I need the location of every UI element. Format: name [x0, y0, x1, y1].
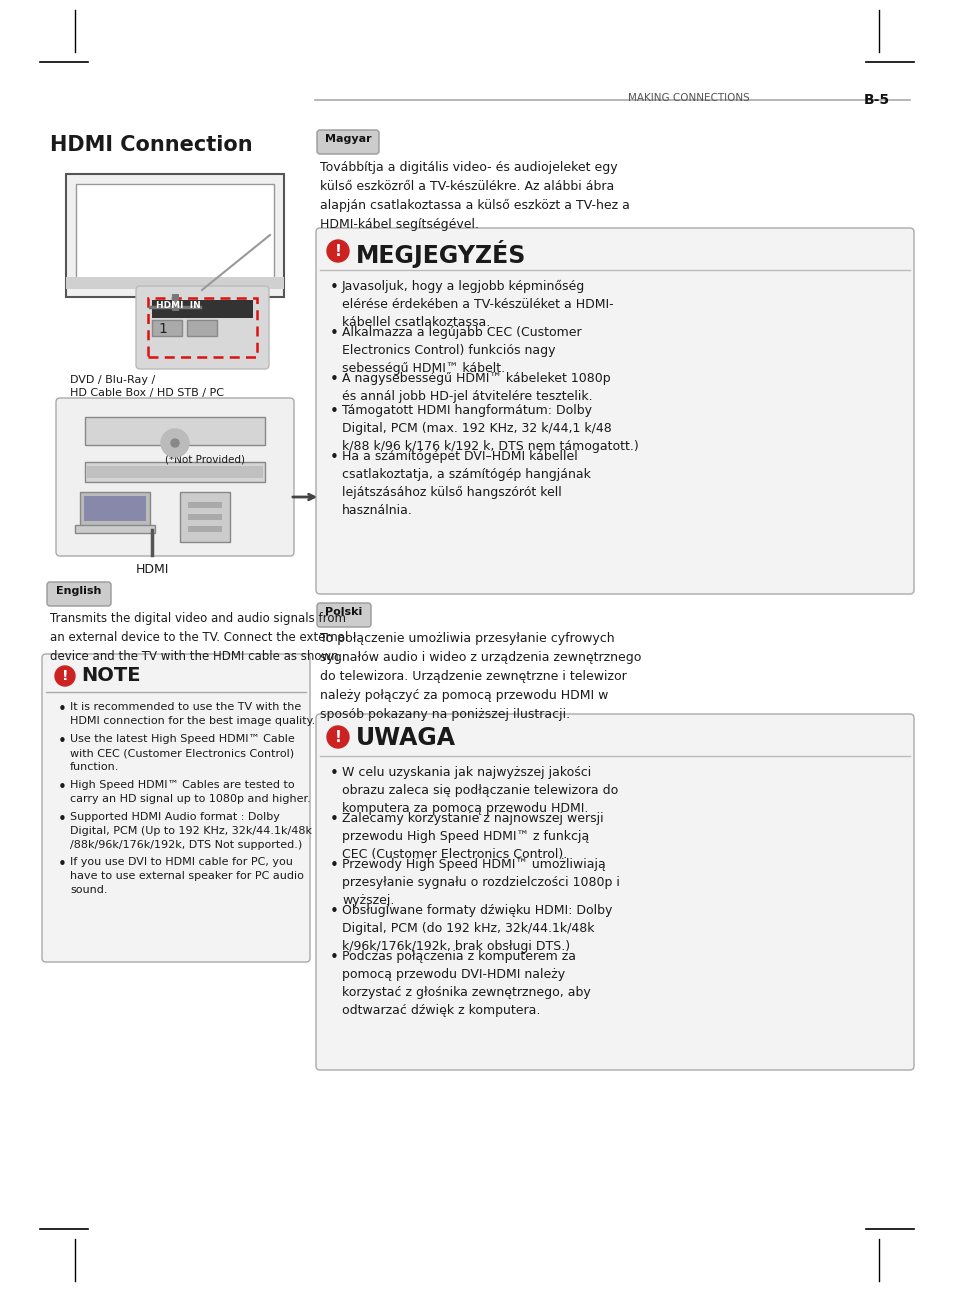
Circle shape [327, 726, 349, 747]
FancyBboxPatch shape [42, 655, 310, 962]
Text: •: • [58, 780, 67, 794]
Bar [84, 496, 146, 522]
Text: •: • [330, 812, 338, 828]
Text: •: • [58, 735, 67, 749]
FancyBboxPatch shape [315, 714, 913, 1070]
Text: 1: 1 [158, 321, 167, 336]
Text: •: • [330, 404, 338, 420]
Bar [188, 502, 222, 507]
Text: •: • [330, 904, 338, 919]
Bar [66, 278, 284, 289]
Circle shape [161, 429, 189, 457]
Text: To połączenie umożliwia przesyłanie cyfrowych
sygnałów audio i wideo z urządzeni: To połączenie umożliwia przesyłanie cyfr… [319, 633, 640, 720]
Text: •: • [330, 451, 338, 465]
Bar [85, 417, 265, 445]
Text: •: • [330, 372, 338, 387]
Bar [317, 485, 339, 507]
Bar [188, 525, 222, 532]
Text: English: English [56, 586, 102, 596]
Bar [75, 525, 154, 533]
Bar [152, 320, 182, 336]
Bar [148, 298, 256, 358]
Text: MEGJEGYZÉS: MEGJEGYZÉS [355, 240, 526, 269]
Text: •: • [58, 812, 67, 826]
Bar [188, 514, 222, 520]
Text: B-5: B-5 [863, 93, 889, 107]
Text: Przewody High Speed HDMI™ umożliwiają
przesyłanie sygnału o rozdzielczości 1080p: Przewody High Speed HDMI™ umożliwiają pr… [341, 859, 619, 908]
Text: UWAGA: UWAGA [355, 726, 456, 750]
Text: It is recommended to use the TV with the
HDMI connection for the best image qual: It is recommended to use the TV with the… [70, 702, 314, 726]
Bar [152, 300, 253, 318]
Text: Támogatott HDMI hangformátum: Dolby
Digital, PCM (max. 192 KHz, 32 k/44,1 k/48
k: Támogatott HDMI hangformátum: Dolby Digi… [341, 404, 639, 453]
Text: MAKING CONNECTIONS: MAKING CONNECTIONS [628, 93, 749, 103]
Bar [66, 174, 284, 297]
Text: NOTE: NOTE [81, 666, 140, 686]
Bar [85, 462, 265, 482]
Bar [180, 492, 230, 542]
Text: !: ! [62, 669, 69, 683]
Text: Ha a számítógépet DVI–HDMI kábellel
csatlakoztatja, a számítógép hangjának
leját: Ha a számítógépet DVI–HDMI kábellel csat… [341, 451, 590, 518]
Text: Magyar: Magyar [324, 134, 371, 145]
Text: Javasoljuk, hogy a legjobb képminőség
elérése érdekében a TV-készüléket a HDMI-
: Javasoljuk, hogy a legjobb képminőség el… [341, 280, 613, 329]
Text: •: • [330, 950, 338, 964]
Text: HD Cable Box / HD STB / PC: HD Cable Box / HD STB / PC [70, 389, 224, 398]
Bar [76, 185, 274, 279]
Text: HDMI  IN: HDMI IN [156, 301, 200, 310]
Text: Use the latest High Speed HDMI™ Cable
with CEC (Customer Electronics Control)
fu: Use the latest High Speed HDMI™ Cable wi… [70, 735, 294, 772]
Text: Supported HDMI Audio format : Dolby
Digital, PCM (Up to 192 KHz, 32k/44.1k/48k
/: Supported HDMI Audio format : Dolby Digi… [70, 812, 312, 849]
Text: High Speed HDMI™ Cables are tested to
carry an HD signal up to 1080p and higher.: High Speed HDMI™ Cables are tested to ca… [70, 780, 311, 803]
Text: Podczas połączenia z komputerem za
pomocą przewodu DVI-HDMI należy
korzystać z g: Podczas połączenia z komputerem za pomoc… [341, 950, 590, 1017]
FancyBboxPatch shape [47, 582, 111, 605]
Text: Transmits the digital video and audio signals from
an external device to the TV.: Transmits the digital video and audio si… [50, 612, 348, 664]
Text: •: • [58, 702, 67, 717]
Text: HDMI Connection: HDMI Connection [50, 136, 253, 155]
Text: •: • [330, 766, 338, 781]
FancyBboxPatch shape [316, 130, 378, 154]
Text: A nagysebességű HDMI™ kábeleket 1080p
és annál jobb HD-jel átvitelére tesztelik.: A nagysebességű HDMI™ kábeleket 1080p és… [341, 372, 610, 403]
FancyBboxPatch shape [136, 287, 269, 369]
Text: Alkalmazza a legújabb CEC (Customer
Electronics Control) funkciós nagy
sebességű: Alkalmazza a legújabb CEC (Customer Elec… [341, 327, 581, 374]
Text: (*Not Provided): (*Not Provided) [165, 454, 245, 465]
Text: !: ! [335, 729, 341, 745]
Bar [87, 466, 263, 478]
FancyBboxPatch shape [315, 229, 913, 594]
Circle shape [55, 666, 75, 686]
Circle shape [327, 240, 349, 262]
Text: !: ! [335, 244, 341, 258]
Text: Polski: Polski [325, 607, 362, 617]
Text: •: • [330, 280, 338, 296]
Text: Továbbítja a digitális video- és audiojeleket egy
külső eszközről a TV-készülékr: Továbbítja a digitális video- és audioje… [319, 161, 629, 231]
Text: DVD / Blu-Ray /: DVD / Blu-Ray / [70, 374, 155, 385]
Circle shape [171, 439, 179, 447]
Text: •: • [58, 857, 67, 871]
Text: HDMI: HDMI [135, 563, 169, 576]
Text: If you use DVI to HDMI cable for PC, you
have to use external speaker for PC aud: If you use DVI to HDMI cable for PC, you… [70, 857, 304, 895]
Text: •: • [330, 327, 338, 341]
Text: Obsługiwane formaty dźwięku HDMI: Dolby
Digital, PCM (do 192 kHz, 32k/44.1k/48k
: Obsługiwane formaty dźwięku HDMI: Dolby … [341, 904, 612, 953]
FancyBboxPatch shape [56, 398, 294, 556]
Text: W celu uzyskania jak najwyższej jakości
obrazu zaleca się podłączanie telewizora: W celu uzyskania jak najwyższej jakości … [341, 766, 618, 815]
Bar [187, 320, 216, 336]
Text: •: • [330, 859, 338, 873]
Bar [80, 492, 150, 527]
Text: Zalecamy korzystanie z najnowszej wersji
przewodu High Speed HDMI™ z funkcją
CEC: Zalecamy korzystanie z najnowszej wersji… [341, 812, 603, 861]
FancyBboxPatch shape [316, 603, 371, 627]
